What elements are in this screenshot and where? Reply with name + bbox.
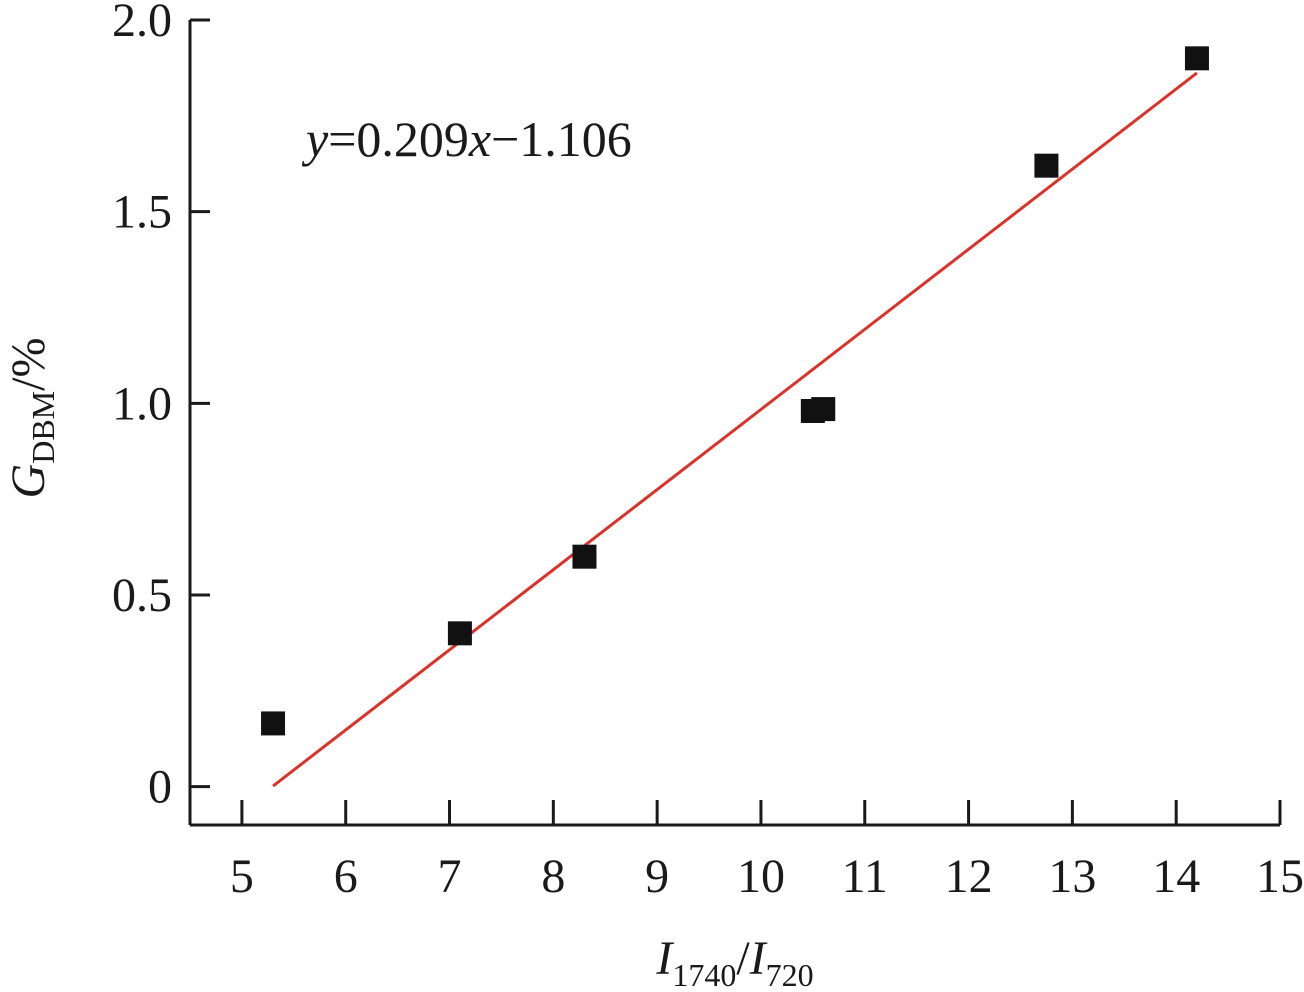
y-tick-label: 1.5 — [112, 186, 172, 239]
x-label-main2: I — [749, 932, 768, 985]
y-label-unit: /% — [2, 338, 55, 391]
x-tick-label: 7 — [438, 850, 462, 903]
y-tick-label: 2.0 — [112, 0, 172, 47]
equation-x: x — [468, 111, 491, 167]
x-tick-label: 15 — [1256, 850, 1304, 903]
data-point — [261, 711, 286, 736]
x-tick-label: 14 — [1152, 850, 1200, 903]
x-tick-label: 5 — [230, 850, 254, 903]
fit-equation: y=0.209x−1.106 — [301, 111, 632, 167]
y-label-main: G — [2, 464, 55, 499]
x-label-sub1: 1740 — [672, 957, 736, 992]
data-point — [572, 544, 597, 569]
x-axis-label: I1740/I720 — [655, 932, 813, 992]
y-tick-label: 0 — [148, 761, 172, 814]
x-label-main: I — [655, 932, 674, 985]
y-tick-label: 0.5 — [112, 569, 172, 622]
points-layer — [261, 46, 1209, 736]
y-label-sub: DBM — [25, 391, 61, 464]
x-tick-label: 8 — [541, 850, 565, 903]
y-tick-label: 1.0 — [112, 377, 172, 430]
x-label-sub2: 720 — [766, 957, 814, 992]
x-tick-label: 13 — [1048, 850, 1096, 903]
equation-y: y — [301, 111, 329, 167]
equation-tail: −1.106 — [491, 111, 632, 167]
data-point — [1034, 153, 1059, 178]
x-tick-label: 11 — [842, 850, 888, 903]
x-tick-label: 6 — [334, 850, 358, 903]
data-point — [1184, 46, 1209, 71]
y-axis-label: GDBM/% — [2, 338, 61, 499]
fit-layer — [272, 71, 1198, 788]
x-tick-label: 12 — [945, 850, 993, 903]
fit-line — [272, 71, 1198, 788]
y-ticks: 0 0.5 1.0 1.5 2.0 — [112, 0, 210, 814]
data-point — [447, 621, 472, 646]
x-tick-label: 10 — [737, 850, 785, 903]
x-label-slash: / — [736, 932, 750, 985]
x-tick-label: 9 — [645, 850, 669, 903]
data-point — [811, 397, 836, 422]
equation-middle: =0.209 — [328, 111, 469, 167]
x-ticks: 5 6 7 8 9 10 11 12 13 14 15 — [230, 800, 1304, 903]
